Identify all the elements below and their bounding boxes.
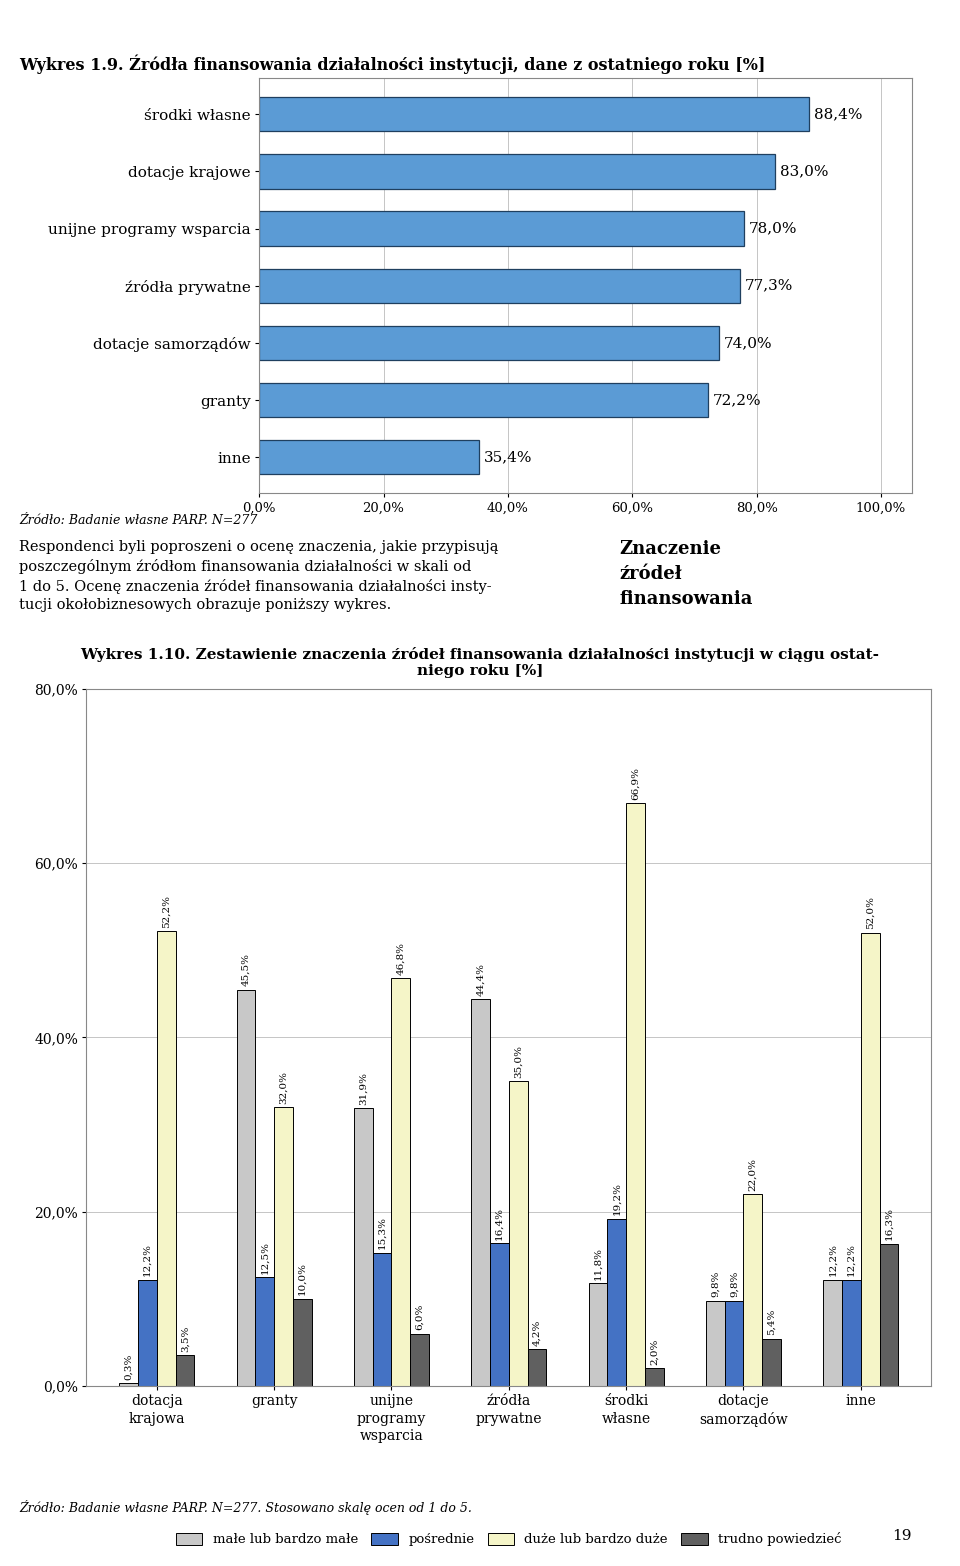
Bar [293, 1298, 312, 1386]
Text: 52,0%: 52,0% [866, 896, 875, 930]
Text: 16,4%: 16,4% [495, 1206, 504, 1240]
Text: Wykres 1.9. Źródła finansowania działalności instytucji, dane z ostatniego roku : Wykres 1.9. Źródła finansowania działaln… [19, 55, 765, 74]
Bar [259, 440, 479, 474]
Text: 22,0%: 22,0% [749, 1157, 757, 1190]
Text: 35,4%: 35,4% [484, 451, 533, 464]
Text: 78,0%: 78,0% [749, 222, 798, 235]
Text: 12,5%: 12,5% [260, 1240, 269, 1273]
Legend: małe lub bardzo małe, pośrednie, duże lub bardzo duże, trudno powiedzieć: małe lub bardzo małe, pośrednie, duże lu… [172, 1528, 846, 1550]
Bar [259, 384, 708, 417]
Bar [645, 1369, 663, 1386]
Bar [509, 1081, 528, 1386]
Bar [372, 1253, 392, 1386]
Text: 12,2%: 12,2% [847, 1243, 856, 1276]
Text: 15,3%: 15,3% [377, 1217, 387, 1250]
Text: 6,0%: 6,0% [415, 1304, 424, 1330]
Text: 72,2%: 72,2% [713, 393, 761, 407]
Bar [608, 1218, 626, 1386]
Text: 5,4%: 5,4% [767, 1309, 776, 1336]
Text: 9,8%: 9,8% [710, 1270, 720, 1297]
Bar [410, 1334, 429, 1386]
Bar [259, 326, 719, 360]
Bar [275, 1107, 293, 1386]
Bar [392, 979, 410, 1386]
Text: 88,4%: 88,4% [814, 108, 862, 121]
Text: 45,5%: 45,5% [242, 954, 251, 987]
Bar [490, 1243, 509, 1386]
Bar [119, 1383, 138, 1386]
Text: 52,2%: 52,2% [161, 894, 171, 927]
Text: 46,8%: 46,8% [396, 941, 405, 974]
Text: 31,9%: 31,9% [359, 1071, 368, 1104]
Bar [471, 999, 490, 1386]
Bar [259, 269, 740, 302]
Text: 2,0%: 2,0% [650, 1339, 659, 1366]
Text: 12,2%: 12,2% [143, 1243, 152, 1276]
Text: 32,0%: 32,0% [279, 1071, 288, 1104]
Text: Źródło: Badanie własne PARP. N=277. Stosowano skalę ocen od 1 do 5.: Źródło: Badanie własne PARP. N=277. Stos… [19, 1500, 472, 1516]
Text: 74,0%: 74,0% [724, 337, 773, 349]
Bar [842, 1279, 861, 1386]
Bar [156, 932, 176, 1386]
Bar [255, 1276, 275, 1386]
Text: 35,0%: 35,0% [514, 1045, 522, 1077]
Bar [259, 155, 776, 188]
Text: Źródło: Badanie własne PARP. N=277: Źródło: Badanie własne PARP. N=277 [19, 514, 257, 526]
Text: 0,3%: 0,3% [124, 1353, 133, 1380]
Bar [236, 990, 255, 1386]
Bar [762, 1339, 781, 1386]
Bar [879, 1243, 899, 1386]
Text: 11,8%: 11,8% [593, 1247, 603, 1279]
Bar [176, 1356, 194, 1386]
Text: 10,0%: 10,0% [298, 1262, 307, 1295]
Bar [138, 1279, 156, 1386]
Text: 4,2%: 4,2% [533, 1320, 541, 1345]
Bar [861, 933, 879, 1386]
Bar [259, 211, 744, 246]
Text: Znaczenie
źródeł
finansowania: Znaczenie źródeł finansowania [619, 540, 753, 608]
Text: Respondenci byli poproszeni o ocenę znaczenia, jakie przypisują
poszczególnym źr: Respondenci byli poproszeni o ocenę znac… [19, 540, 498, 612]
Text: 19,2%: 19,2% [612, 1182, 621, 1215]
Text: 44,4%: 44,4% [476, 963, 485, 996]
Bar [743, 1195, 762, 1386]
Text: Wykres 1.10. Zestawienie znaczenia źródeł finansowania działalności instytucji w: Wykres 1.10. Zestawienie znaczenia źróde… [81, 647, 879, 678]
Text: 77,3%: 77,3% [745, 279, 793, 293]
Text: 12,2%: 12,2% [828, 1243, 837, 1276]
Text: 16,3%: 16,3% [884, 1207, 894, 1240]
Bar [528, 1350, 546, 1386]
Bar [725, 1300, 743, 1386]
Bar [259, 97, 808, 132]
Bar [824, 1279, 842, 1386]
Bar [626, 803, 645, 1386]
Text: 9,8%: 9,8% [730, 1270, 738, 1297]
Bar [706, 1300, 725, 1386]
Bar [588, 1283, 608, 1386]
Text: 3,5%: 3,5% [180, 1325, 189, 1351]
Text: 66,9%: 66,9% [631, 767, 640, 800]
Text: 83,0%: 83,0% [780, 164, 828, 179]
Bar [354, 1109, 372, 1386]
Text: 19: 19 [893, 1528, 912, 1543]
